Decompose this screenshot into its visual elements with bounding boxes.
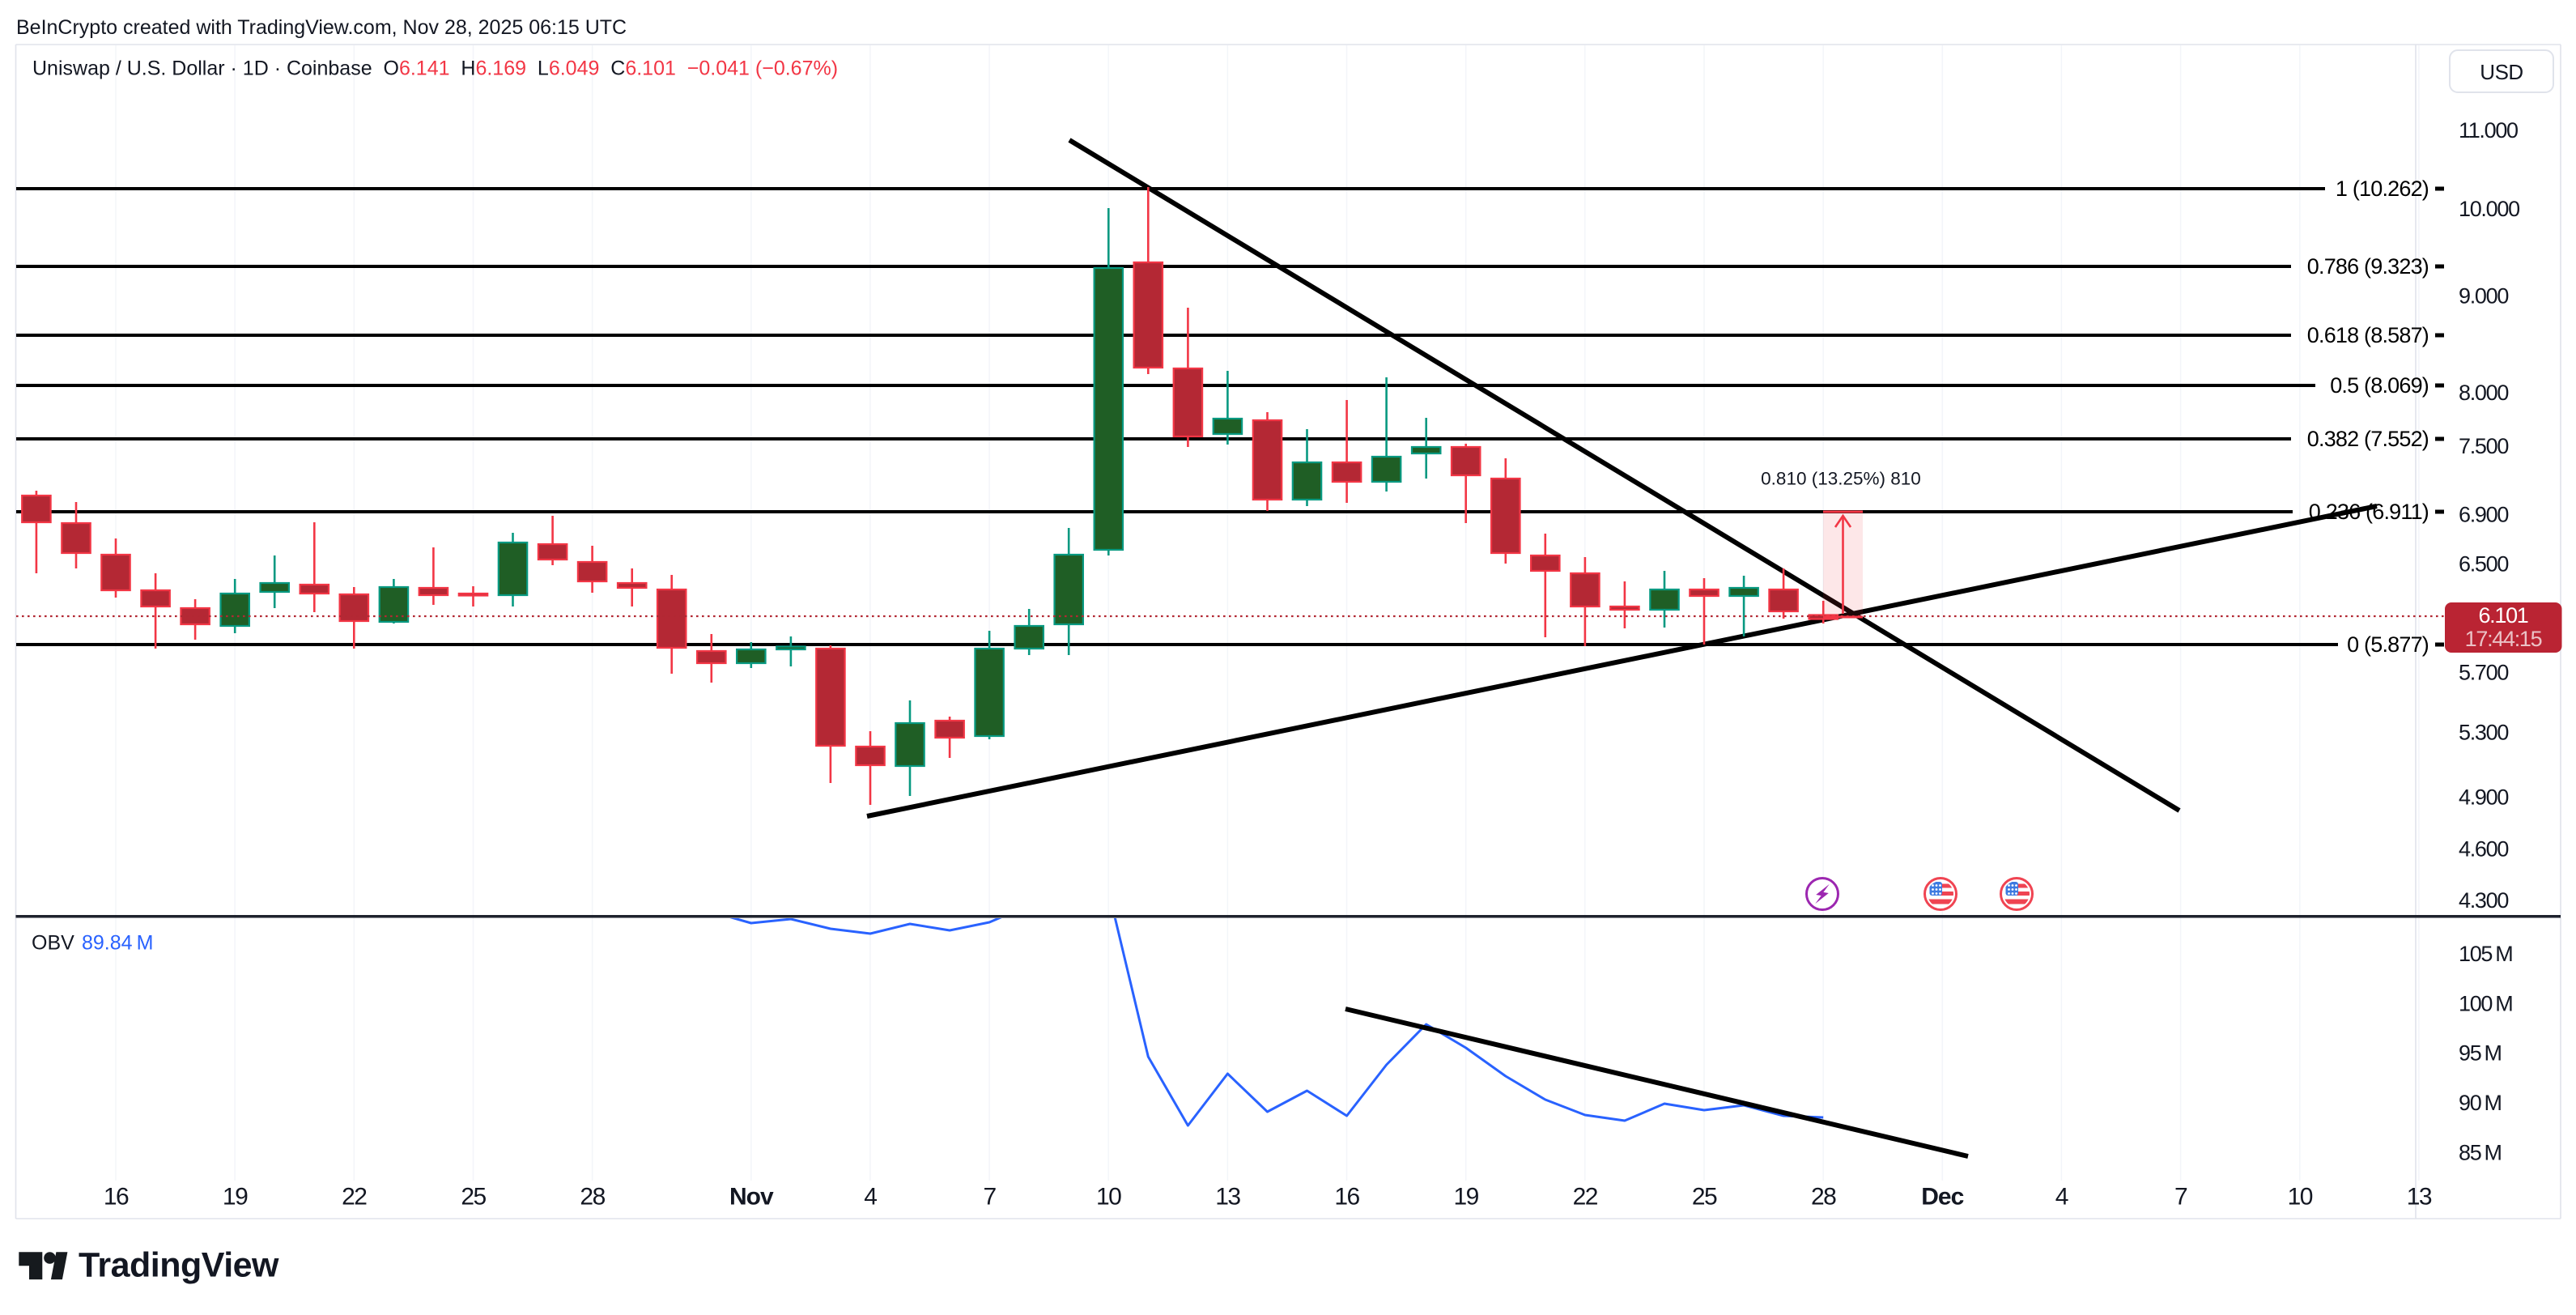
svg-text:1 (10.262): 1 (10.262) xyxy=(2336,177,2429,201)
svg-text:10.000: 10.000 xyxy=(2459,197,2519,221)
svg-text:0.810 (13.25%) 810: 0.810 (13.25%) 810 xyxy=(1761,469,1921,489)
svg-text:4.900: 4.900 xyxy=(2459,785,2508,809)
svg-text:90 M: 90 M xyxy=(2459,1091,2502,1115)
svg-text:7.500: 7.500 xyxy=(2459,434,2508,458)
svg-text:0.786 (9.323): 0.786 (9.323) xyxy=(2307,254,2429,279)
svg-text:OBV: OBV xyxy=(32,932,74,955)
svg-text:5.700: 5.700 xyxy=(2459,660,2508,684)
svg-text:25: 25 xyxy=(1692,1184,1717,1211)
svg-text:9.000: 9.000 xyxy=(2459,283,2508,308)
svg-text:4.300: 4.300 xyxy=(2459,888,2508,913)
svg-text:8.000: 8.000 xyxy=(2459,381,2508,405)
svg-text:6.900: 6.900 xyxy=(2459,503,2508,527)
svg-text:13: 13 xyxy=(2407,1184,2432,1211)
svg-text:Nov: Nov xyxy=(729,1184,774,1211)
svg-text:Uniswap / U.S. Dollar · 1D · C: Uniswap / U.S. Dollar · 1D · Coinbase O6… xyxy=(32,57,838,80)
svg-text:4.600: 4.600 xyxy=(2459,837,2508,862)
svg-text:95 M: 95 M xyxy=(2459,1041,2502,1066)
svg-text:17:44:15: 17:44:15 xyxy=(2465,627,2542,651)
svg-text:TradingView: TradingView xyxy=(79,1246,279,1285)
svg-text:19: 19 xyxy=(1454,1184,1479,1211)
svg-text:85 M: 85 M xyxy=(2459,1141,2502,1165)
svg-text:0.5 (8.069): 0.5 (8.069) xyxy=(2330,373,2429,398)
svg-text:16: 16 xyxy=(1334,1184,1359,1211)
svg-text:105 M: 105 M xyxy=(2459,942,2512,966)
svg-text:16: 16 xyxy=(104,1184,129,1211)
svg-text:89.84 M: 89.84 M xyxy=(82,932,153,955)
svg-text:0 (5.877): 0 (5.877) xyxy=(2347,632,2429,657)
svg-text:10: 10 xyxy=(1096,1184,1121,1211)
svg-text:5.300: 5.300 xyxy=(2459,720,2508,744)
svg-text:6.500: 6.500 xyxy=(2459,552,2508,577)
svg-text:USD: USD xyxy=(2480,60,2523,84)
svg-text:19: 19 xyxy=(223,1184,248,1211)
svg-text:0.236 (6.911): 0.236 (6.911) xyxy=(2309,500,2429,524)
svg-text:10: 10 xyxy=(2288,1184,2313,1211)
svg-text:22: 22 xyxy=(342,1184,367,1211)
svg-text:28: 28 xyxy=(1811,1184,1836,1211)
svg-text:0.382 (7.552): 0.382 (7.552) xyxy=(2307,427,2429,451)
svg-text:4: 4 xyxy=(2055,1184,2068,1211)
svg-text:BeInCrypto created with Tradin: BeInCrypto created with TradingView.com,… xyxy=(16,16,627,39)
svg-text:7: 7 xyxy=(2174,1184,2187,1211)
svg-text:13: 13 xyxy=(1215,1184,1240,1211)
svg-text:0.618 (8.587): 0.618 (8.587) xyxy=(2307,323,2429,347)
svg-text:6.101: 6.101 xyxy=(2478,603,2527,628)
svg-text:25: 25 xyxy=(461,1184,486,1211)
svg-text:4: 4 xyxy=(864,1184,877,1211)
svg-text:28: 28 xyxy=(580,1184,605,1211)
svg-text:7: 7 xyxy=(984,1184,997,1211)
svg-text:11.000: 11.000 xyxy=(2459,118,2518,143)
svg-text:Dec: Dec xyxy=(1921,1184,1963,1211)
svg-text:22: 22 xyxy=(1573,1184,1598,1211)
svg-text:100 M: 100 M xyxy=(2459,992,2512,1016)
